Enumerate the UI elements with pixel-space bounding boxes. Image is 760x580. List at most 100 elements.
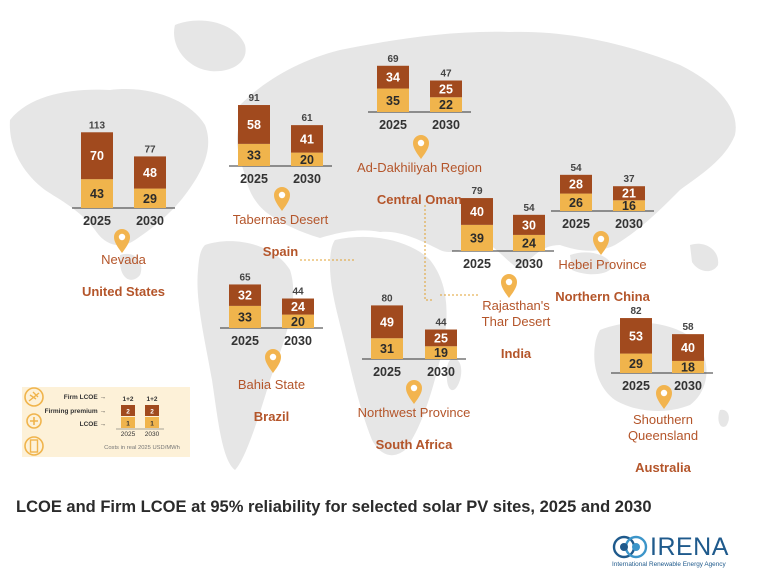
lcoe-value-label: 19 (434, 346, 448, 360)
site-place-label: Ad-Dakhiliyah Region (357, 160, 482, 175)
year-tick-label: 2030 (293, 172, 321, 186)
lcoe-value-label: 29 (629, 357, 643, 371)
site-place-label: Hebei Province (558, 257, 646, 272)
year-tick-label: 2025 (622, 379, 650, 393)
bar-lcoe (430, 97, 462, 112)
pin-hole (660, 389, 668, 397)
leader-lines (300, 205, 478, 301)
irena-globe-icon (612, 535, 648, 559)
bar-lcoe (371, 338, 403, 359)
bar-firming-premium (672, 334, 704, 361)
location-pin-icon (413, 135, 429, 159)
icon-ring (24, 387, 44, 407)
year-tick-label: 2025 (562, 217, 590, 231)
bar-lcoe (425, 346, 457, 359)
year-tick-label: 2030 (136, 214, 164, 228)
plus-icon (26, 413, 42, 429)
lcoe-value-label: 43 (90, 187, 104, 201)
site-place-label: Northwest Province (358, 405, 471, 420)
premium-value-label: 24 (291, 300, 305, 314)
lcoe-value-label: 18 (681, 360, 695, 374)
bar-firming-premium (620, 318, 652, 354)
pin-shape (406, 380, 422, 404)
premium-value-label: 32 (238, 289, 252, 303)
pin-hole (410, 384, 418, 392)
firm-lcoe-total-label: 69 (387, 54, 399, 65)
bar-firming-premium (560, 174, 592, 194)
lcoe-value-label: 16 (622, 199, 636, 213)
lcoe-value-label: 31 (380, 342, 394, 356)
lcoe-value-label: 33 (247, 148, 261, 162)
bar-lcoe (620, 353, 652, 373)
firm-lcoe-total-label: 37 (623, 174, 635, 185)
bar-firming-premium (229, 284, 261, 306)
premium-value-label: 70 (90, 149, 104, 163)
legend-lcoe-value: 1 (126, 421, 130, 428)
lcoe-value-label: 33 (238, 310, 252, 324)
battery-icon (24, 436, 44, 456)
legend-bar-lcoe (145, 417, 159, 428)
bar-firming-premium (238, 105, 270, 144)
firm-lcoe-total-label: 54 (523, 203, 535, 214)
bar-firming-premium (461, 198, 493, 225)
location-pin-icon (656, 385, 672, 409)
pin-hole (597, 235, 605, 243)
site-place-label: Tabernas Desert (233, 212, 329, 227)
premium-value-label: 34 (386, 71, 400, 85)
bar-firming-premium (291, 125, 323, 153)
site-region-label: Australia (635, 460, 691, 475)
chart-legend: Firm LCOE → Firming premium → LCOE → 1+2 2 1 2… (22, 387, 190, 457)
bar-firming-premium (430, 80, 462, 98)
icon-ring (24, 436, 44, 456)
bar-lcoe (282, 314, 314, 328)
site-region-label: India (501, 346, 532, 361)
pin-hole (417, 139, 425, 147)
lcoe-value-label: 29 (143, 192, 157, 206)
bar-lcoe (291, 152, 323, 166)
bar-lcoe (238, 143, 270, 166)
bar-lcoe (613, 200, 645, 211)
legend-background (22, 387, 190, 457)
firm-lcoe-total-label: 61 (301, 113, 313, 124)
site-place-label: Rajasthan's (482, 298, 550, 313)
pin-hole (505, 278, 513, 286)
year-tick-label: 2025 (231, 334, 259, 348)
lcoe-value-label: 20 (291, 315, 305, 329)
legend-premium-value: 2 (150, 409, 154, 416)
brand-subtitle: International Renewable Energy Agency (612, 561, 726, 568)
firm-lcoe-total-label: 65 (239, 272, 251, 283)
year-tick-label: 2025 (373, 365, 401, 379)
premium-value-label: 58 (247, 118, 261, 132)
pin-shape (593, 231, 609, 255)
bar-firming-premium (371, 305, 403, 339)
bar-lcoe (377, 88, 409, 112)
pin-shape (501, 274, 517, 298)
firm-lcoe-total-label: 77 (144, 144, 156, 155)
lcoe-value-label: 24 (522, 236, 536, 250)
legend-row-label: LCOE → (80, 421, 106, 428)
location-pin-icon (114, 229, 130, 253)
firm-lcoe-total-label: 113 (89, 120, 106, 131)
year-tick-label: 2030 (515, 257, 543, 271)
site-region-label: Central Oman (377, 192, 462, 207)
legend-lcoe-value: 1 (150, 421, 154, 428)
premium-value-label: 25 (439, 82, 453, 96)
lcoe-value-label: 26 (569, 196, 583, 210)
bar-lcoe (461, 224, 493, 251)
bar-firming-premium (513, 214, 545, 235)
lcoe-value-label: 20 (300, 153, 314, 167)
bar-firming-premium (613, 186, 645, 201)
site-region-label: Northern China (555, 289, 650, 304)
site-region-label: Spain (263, 244, 298, 259)
year-tick-label: 2025 (240, 172, 268, 186)
premium-value-label: 49 (380, 315, 394, 329)
firm-lcoe-total-label: 79 (471, 186, 483, 197)
legend-note: Costs in real 2025 USD/MWh (104, 445, 180, 451)
lcoe-value-label: 22 (439, 98, 453, 112)
year-tick-label: 2025 (463, 257, 491, 271)
